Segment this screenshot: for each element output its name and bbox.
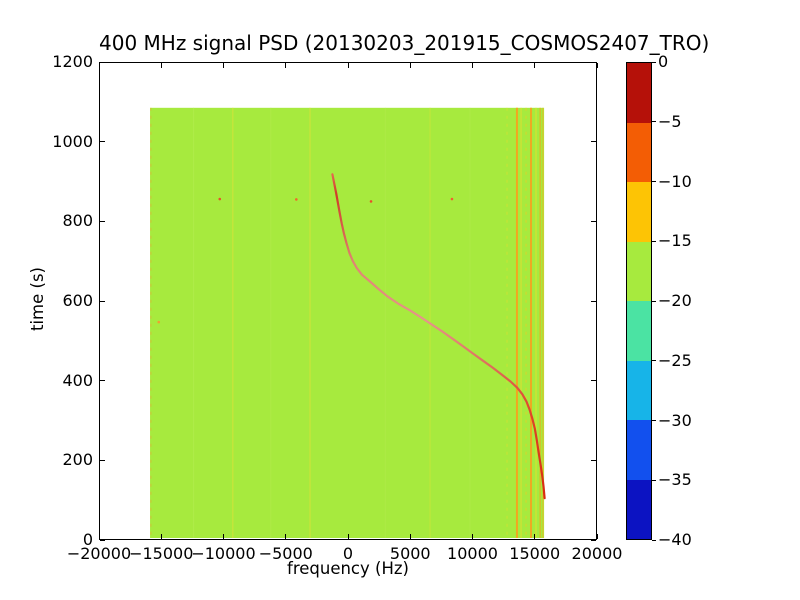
x-tick <box>534 534 536 539</box>
x-tick <box>472 534 473 539</box>
doppler-curve <box>331 173 546 500</box>
y-tick-label: 400 <box>62 370 93 390</box>
colorbar-tick-label: −20 <box>658 291 692 310</box>
colorbar-tick-label: −15 <box>658 231 692 251</box>
colorbar-tick-label: −10 <box>658 171 692 191</box>
y-tick-right <box>591 539 596 541</box>
noise-speckle <box>369 200 373 203</box>
y-tick-label: 600 <box>62 291 93 310</box>
y-tick <box>100 300 105 302</box>
x-tick-top <box>596 63 598 68</box>
y-tick <box>100 459 105 461</box>
x-tick-top <box>409 63 411 68</box>
colorbar-tick-label: 0 <box>658 52 669 71</box>
x-tick <box>160 534 162 539</box>
heatmap-region <box>150 107 545 539</box>
colorbar-tick-label: −25 <box>658 350 692 370</box>
y-tick-right <box>591 300 596 302</box>
x-tick-label: −20000 <box>66 544 132 563</box>
x-tick <box>98 534 100 539</box>
colorbar-tick <box>652 181 656 182</box>
colorbar-segment <box>627 182 651 242</box>
colorbar-tick <box>652 539 656 541</box>
x-tick <box>285 534 287 539</box>
y-tick <box>100 61 105 63</box>
colorbar-tick <box>652 479 656 481</box>
colorbar-tick <box>652 300 656 302</box>
x-tick-label: −5000 <box>258 544 313 563</box>
y-tick-right <box>591 380 596 382</box>
x-tick-label: 20000 <box>571 544 623 563</box>
colorbar-tick-label: −35 <box>658 470 692 490</box>
y-tick <box>100 539 105 541</box>
x-tick-top <box>223 63 224 68</box>
x-tick-label: 15000 <box>509 544 561 563</box>
x-tick-top <box>534 63 536 68</box>
y-tick-right <box>591 459 596 461</box>
plot-title: 400 MHz signal PSD (20130203_201915_COSM… <box>99 31 710 55</box>
x-tick-top <box>98 63 100 68</box>
colorbar-tick <box>652 61 656 63</box>
x-axis-label: frequency (Hz) <box>287 559 409 578</box>
x-tick-label: 5000 <box>389 544 431 563</box>
x-tick <box>596 534 598 539</box>
y-tick-label: 1000 <box>52 131 93 151</box>
x-tick-label: 10000 <box>447 544 498 563</box>
x-tick-label: −15000 <box>129 544 194 563</box>
x-tick-label: 0 <box>342 544 354 563</box>
colorbar-tick <box>652 240 656 242</box>
y-tick-right <box>591 220 596 222</box>
colorbar-tick <box>652 420 656 421</box>
y-tick-right <box>591 61 596 63</box>
colorbar-tick-label: −40 <box>658 530 692 549</box>
colorbar-tick <box>652 121 656 123</box>
noise-speckle <box>450 197 454 201</box>
noise-speckle <box>157 320 161 324</box>
x-tick-top <box>347 63 349 68</box>
x-tick-top <box>160 63 162 68</box>
heatmap-plot <box>150 107 546 539</box>
colorbar-segment <box>627 301 651 361</box>
plot-frame <box>99 62 597 540</box>
y-tick-label: 200 <box>62 450 93 470</box>
colorbar-tick-label: −5 <box>658 111 682 131</box>
x-tick-top <box>285 63 287 68</box>
y-tick <box>100 380 105 382</box>
colorbar-segment <box>627 241 651 301</box>
colorbar-segment <box>627 479 651 539</box>
y-tick-right <box>591 141 596 143</box>
y-tick-label: 1200 <box>52 52 93 71</box>
noise-speckle <box>295 198 298 201</box>
x-tick-top <box>472 63 473 68</box>
colorbar-segment <box>627 122 651 182</box>
colorbar-segment <box>627 360 651 420</box>
noise-speckle <box>218 197 222 201</box>
x-tick-label: −10000 <box>191 544 256 563</box>
colorbar-segment <box>627 63 651 123</box>
colorbar-segment <box>627 420 651 480</box>
y-tick-label: 0 <box>82 530 93 549</box>
colorbar <box>626 62 652 540</box>
x-tick <box>347 534 349 539</box>
colorbar-tick <box>652 360 656 362</box>
y-tick-label: 800 <box>62 211 93 231</box>
x-tick <box>409 534 411 539</box>
y-tick <box>100 141 105 143</box>
x-tick <box>223 534 224 539</box>
y-tick <box>100 220 105 222</box>
colorbar-tick-label: −30 <box>658 410 692 430</box>
